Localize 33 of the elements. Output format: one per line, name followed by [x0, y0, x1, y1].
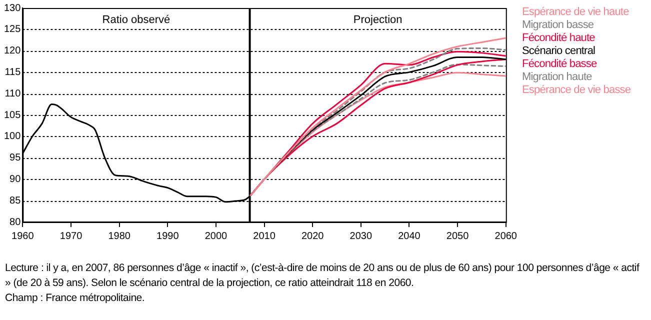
- text: Lecture : il y a, en 2007, 86 personnes d’âge « inactif », (c’est-à-dire de moins de 20 ans ou de plus de 60 ans) pour 100 personnes d’âge « actif » (de 20 à 59 ans). Selon le scénario central de la projection, ce ratio atteindrait 118 en 2060.: [5, 261, 640, 291]
- x-tick-label: 2060: [494, 230, 518, 242]
- series-label: Fécondité haute: [522, 32, 596, 45]
- x-tick-label: 2020: [301, 230, 324, 242]
- y-tick-label: 100: [4, 131, 22, 142]
- y-tick-label: 125: [4, 24, 22, 36]
- series-label: Migration haute: [522, 71, 593, 84]
- x-tick-label: 2010: [253, 230, 276, 242]
- series-label: Scénario central: [522, 45, 596, 58]
- y-tick-label: 90: [10, 174, 22, 185]
- y-tick-label: 105: [4, 110, 22, 121]
- text: Espérance de vie haute: [522, 6, 630, 19]
- x-tick-label: 2000: [204, 230, 228, 242]
- x-tick-label: 1960: [12, 230, 34, 242]
- series-label: Fécondité basse: [522, 58, 598, 71]
- y-tick-label: 85: [10, 195, 22, 206]
- text: Champ : France métropolitaine.: [5, 291, 146, 306]
- annotation: Projection: [353, 14, 402, 26]
- x-tick-label: 2030: [350, 230, 372, 242]
- y-tick-label: 110: [4, 88, 22, 100]
- x-tick-label: 2050: [446, 230, 470, 242]
- x-tick-label: 2040: [398, 230, 421, 242]
- y-tick-label: 95: [10, 152, 22, 164]
- x-tick-label: 1980: [108, 230, 131, 242]
- x-tick-label: 1990: [156, 230, 180, 242]
- text: Migration basse: [522, 19, 595, 32]
- annotation: Ratio observé: [102, 14, 170, 26]
- y-tick-label: 120: [4, 46, 22, 57]
- series-label: Espérance de vie basse: [522, 84, 631, 97]
- y-tick-label: 115: [4, 66, 22, 78]
- y-tick-label: 80: [10, 216, 22, 228]
- x-tick-label: 1970: [60, 230, 83, 242]
- y-tick-label: 130: [4, 2, 22, 14]
